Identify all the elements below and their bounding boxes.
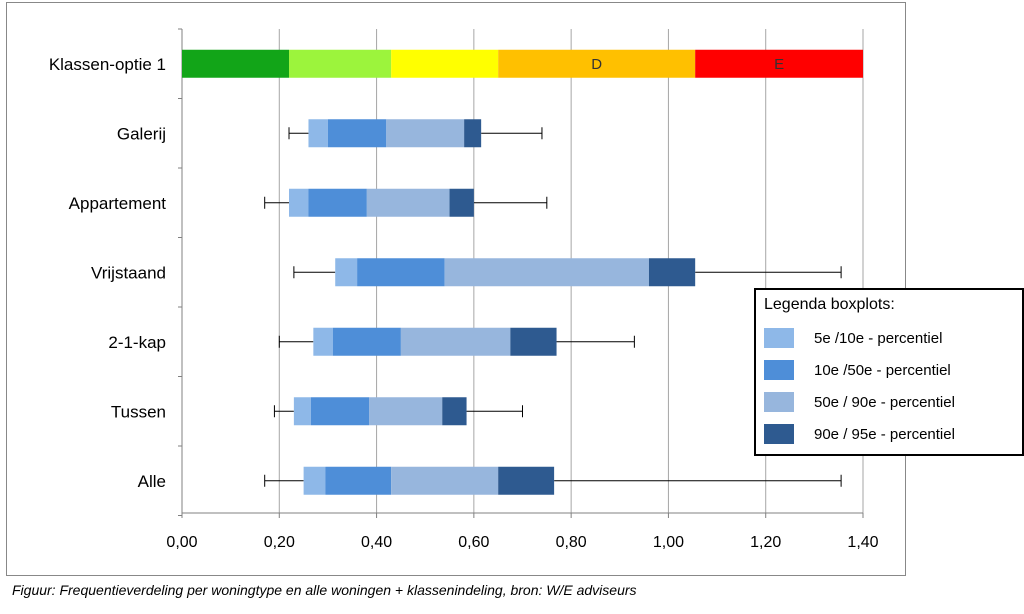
- box-segment-2-1-kap-p5-p10: [313, 327, 333, 356]
- figure-caption: Figuur: Frequentieverdeling per woningty…: [12, 582, 637, 598]
- x-tick-label-0: 0,00: [166, 534, 197, 551]
- legend-swatch-p5-p10: [764, 328, 794, 348]
- x-tick-label-5: 1,00: [653, 534, 684, 551]
- box-segment-tussen-p5-p10: [293, 397, 311, 426]
- category-label-vrijstaand: Vrijstaand: [91, 263, 166, 282]
- legend-label-p10-p50: 10e /50e - percentiel: [814, 361, 951, 379]
- boxplot-chart: 0,00 0,20 0,40 0,60 0,80 1,00 1,20 1,40 D E Klasse…: [49, 28, 879, 551]
- x-tick-label-4: 0,80: [556, 534, 587, 551]
- legend-item-p90-p95: 90e / 95e - percentiel: [764, 422, 955, 446]
- box-segment-vrijstaand-p10-p50: [357, 258, 445, 287]
- legend-item-p50-p90: 50e / 90e - percentiel: [764, 390, 955, 414]
- legend-swatch-p10-p50: [764, 360, 794, 380]
- class-band-3: [498, 49, 696, 78]
- box-segment-2-1-kap-p50-p90: [400, 327, 511, 356]
- box-segment-tussen-p50-p90: [369, 397, 443, 426]
- category-label-galerij: Galerij: [117, 124, 166, 143]
- box-segment-tussen-p90-p95: [442, 397, 467, 426]
- legend: Legenda boxplots: 5e /10e - percentiel 1…: [754, 288, 1024, 456]
- box-segment-appartement-p50-p90: [366, 188, 450, 217]
- x-tick-label-1: 0,20: [264, 534, 295, 551]
- box-segment-alle-p90-p95: [498, 466, 555, 495]
- legend-swatch-p90-p95: [764, 424, 794, 444]
- box-segment-galerij-p50-p90: [386, 119, 465, 148]
- category-label-alle: Alle: [138, 472, 166, 491]
- x-tick-label-3: 0,60: [458, 534, 489, 551]
- class-band-1: [289, 49, 392, 78]
- x-tick-label-2: 0,40: [361, 534, 392, 551]
- legend-item-p10-p50: 10e /50e - percentiel: [764, 358, 951, 382]
- class-band-2: [391, 49, 499, 78]
- category-label-2-1-kap: 2-1-kap: [108, 333, 166, 352]
- box-segment-appartement-p5-p10: [289, 188, 309, 217]
- legend-title: Legenda boxplots:: [764, 296, 895, 313]
- legend-label-p50-p90: 50e / 90e - percentiel: [814, 393, 955, 411]
- box-segment-vrijstaand-p5-p10: [335, 258, 358, 287]
- box-segment-appartement-p90-p95: [449, 188, 474, 217]
- class-band-0: [182, 49, 290, 78]
- box-segment-alle-p5-p10: [303, 466, 326, 495]
- class-band-label-4: E: [774, 56, 784, 73]
- box-segment-vrijstaand-p50-p90: [444, 258, 649, 287]
- legend-label-p90-p95: 90e / 95e - percentiel: [814, 425, 955, 443]
- legend-label-p5-p10: 5e /10e - percentiel: [814, 329, 943, 347]
- x-tick-label-7: 1,40: [847, 534, 878, 551]
- legend-swatch-p50-p90: [764, 392, 794, 412]
- box-segment-alle-p50-p90: [391, 466, 499, 495]
- class-band-4: [695, 49, 863, 78]
- box-segment-tussen-p10-p50: [310, 397, 370, 426]
- category-label-tussen: Tussen: [111, 402, 166, 421]
- box-segment-2-1-kap-p10-p50: [332, 327, 401, 356]
- box-segment-galerij-p10-p50: [327, 119, 387, 148]
- category-label-class-row: Klassen-optie 1: [49, 55, 166, 74]
- box-segment-2-1-kap-p90-p95: [510, 327, 557, 356]
- legend-item-p5-p10: 5e /10e - percentiel: [764, 326, 942, 350]
- box-segment-appartement-p10-p50: [308, 188, 367, 217]
- box-segment-galerij-p5-p10: [308, 119, 328, 148]
- category-label-appartement: Appartement: [69, 194, 167, 213]
- box-segment-vrijstaand-p90-p95: [648, 258, 696, 287]
- box-segment-alle-p10-p50: [325, 466, 392, 495]
- box-segment-galerij-p90-p95: [464, 119, 482, 148]
- x-tick-label-6: 1,20: [750, 534, 781, 551]
- class-band-label-3: D: [591, 56, 602, 73]
